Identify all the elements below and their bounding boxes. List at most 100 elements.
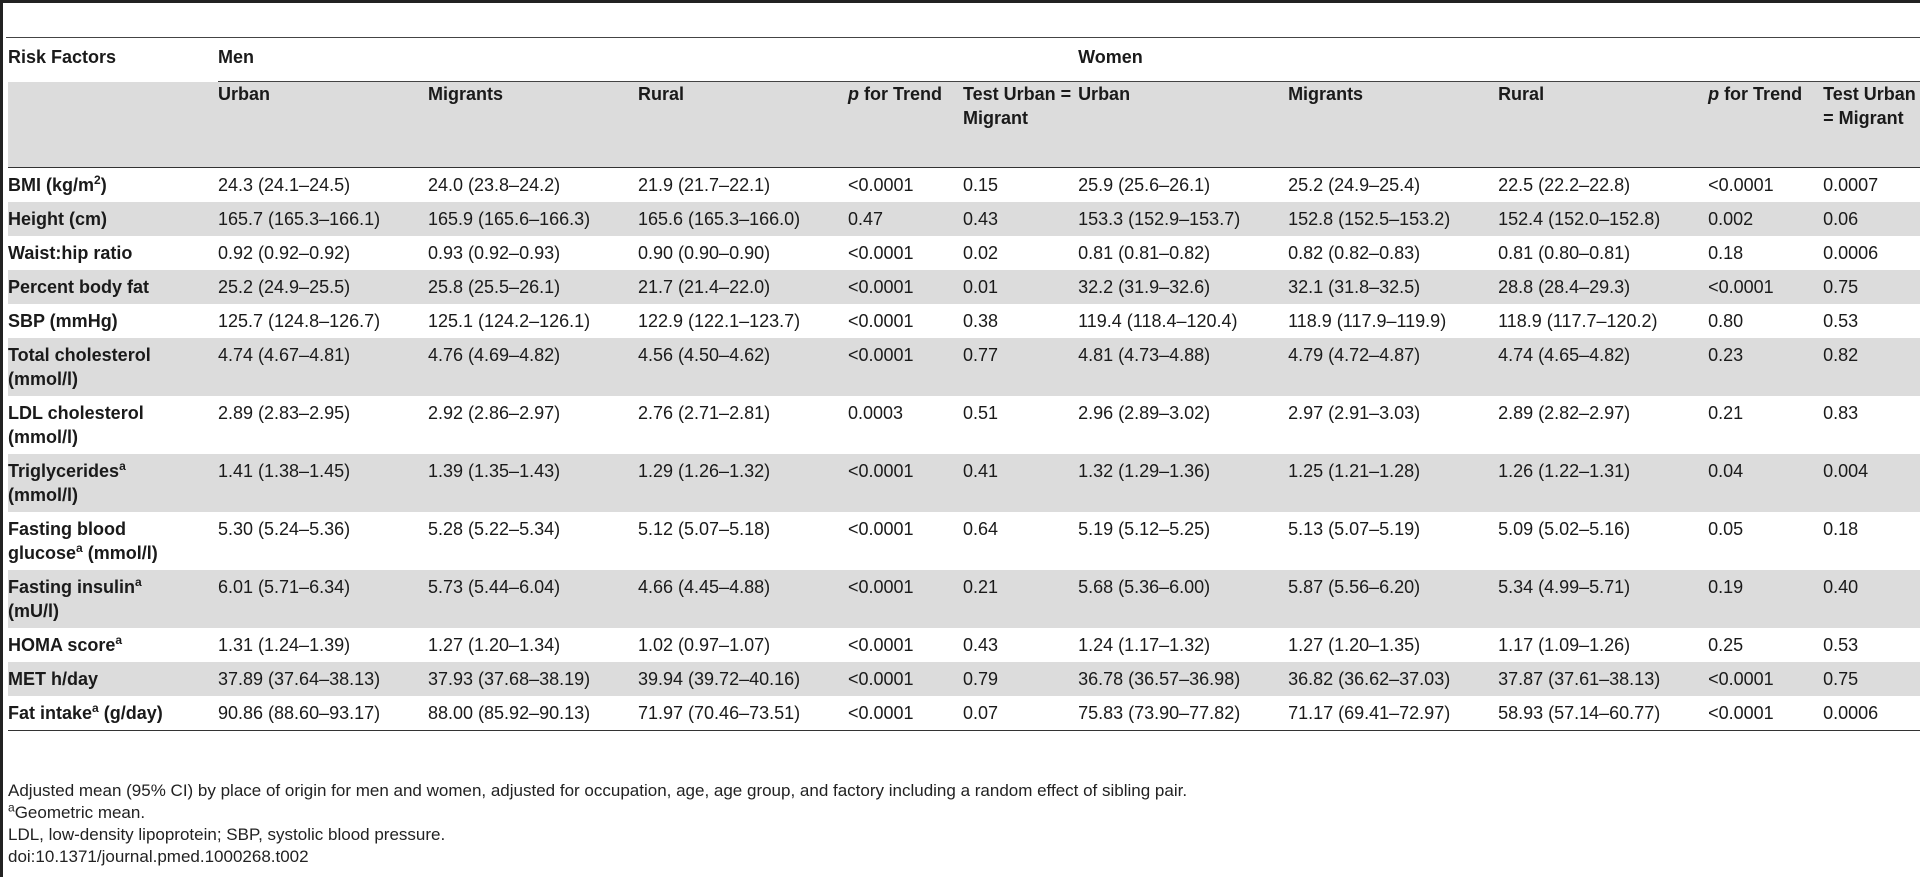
risk-factor-label: SBP (mmHg) [8, 304, 218, 338]
risk-factor-label: Fasting blood glucosea (mmol/l) [8, 512, 218, 570]
men-test-value: 0.15 [963, 175, 999, 195]
women-urban-value: 5.68 (5.36–6.00) [1078, 570, 1289, 628]
women-test-value: 0.0006 [1823, 243, 1879, 263]
women-test-value: 0.75 [1823, 662, 1920, 696]
table-row: SBP (mmHg) 125.7 (124.8–126.7) 125.1 (124.… [8, 304, 1920, 338]
risk-factor-name: BMI (kg/m [8, 175, 95, 195]
women-urban-value: 75.83 (73.90–77.82) [1078, 703, 1241, 723]
men-p-trend-value: 0.47 [848, 202, 963, 236]
men-test-value: 0.64 [963, 519, 999, 539]
women-p-trend-value: 0.23 [1708, 338, 1824, 396]
women-p-trend-value: <0.0001 [1708, 703, 1774, 723]
men-urban-value: 5.30 (5.24–5.36) [218, 519, 351, 539]
women-rural-value: 1.17 (1.09–1.26) [1498, 635, 1631, 655]
women-rural-value: 58.93 (57.14–60.77) [1498, 703, 1661, 723]
men-migrants-value: 5.73 (5.44–6.04) [428, 570, 638, 628]
table-footnotes: Adjusted mean (95% CI) by place of origi… [8, 780, 1908, 868]
risk-factor-label: HOMA scorea [8, 628, 218, 662]
risk-factor-label: Height (cm) [8, 202, 218, 236]
risk-factor-superscript: 2 [94, 173, 101, 187]
men-urban-value: 24.3 (24.1–24.5) [218, 175, 351, 195]
men-rural-value: 21.9 (21.7–22.1) [638, 175, 771, 195]
women-urban-value: 5.19 (5.12–5.25) [1078, 519, 1211, 539]
table-row: Triglyceridesa (mmol/l) 1.41 (1.38–1.45) 1.… [8, 454, 1920, 512]
p-trend-label: for Trend [1719, 84, 1803, 104]
women-p-trend-value: <0.0001 [1708, 270, 1824, 304]
footnote-geometric-mean: aGeometric mean. [8, 801, 1908, 824]
risk-factor-name: Percent body fat [8, 277, 150, 297]
women-rural-value: 28.8 (28.4–29.3) [1498, 270, 1709, 304]
men-p-trend-value: <0.0001 [848, 703, 914, 723]
men-migrants-value: 165.9 (165.6–166.3) [428, 202, 638, 236]
men-migrants-value: 4.76 (4.69–4.82) [428, 338, 638, 396]
men-rural-value: 1.29 (1.26–1.32) [638, 454, 848, 512]
men-test-value: 0.43 [963, 635, 999, 655]
women-migrants-value: 0.82 (0.82–0.83) [1288, 243, 1421, 263]
women-rural-value: 2.89 (2.82–2.97) [1498, 403, 1631, 423]
women-migrants-value: 36.82 (36.62–37.03) [1288, 662, 1499, 696]
women-test-value: 0.06 [1823, 202, 1920, 236]
men-urban-value: 125.7 (124.8–126.7) [218, 311, 381, 331]
women-test-value: 0.004 [1823, 454, 1920, 512]
women-urban-value: 1.32 (1.29–1.36) [1078, 454, 1289, 512]
men-rural-value: 21.7 (21.4–22.0) [638, 270, 848, 304]
men-p-trend-value: <0.0001 [848, 454, 963, 512]
risk-factor-superscript: a [76, 541, 83, 555]
women-p-trend-value: 0.25 [1708, 635, 1744, 655]
col-women-test: Test Urban = Migrant [1823, 81, 1920, 168]
risk-factor-unit: (mmol/l) [82, 543, 158, 563]
women-rural-value: 5.09 (5.02–5.16) [1498, 519, 1631, 539]
men-p-trend-value: <0.0001 [848, 243, 914, 263]
women-test-value: 0.0007 [1823, 175, 1879, 195]
table-row: Waist:hip ratio 0.92 (0.92–0.92) 0.93 (0.9… [8, 236, 1920, 270]
risk-factor-label: Fat intakea (g/day) [8, 696, 218, 731]
men-urban-value: 1.41 (1.38–1.45) [218, 454, 428, 512]
men-p-trend-value: <0.0001 [848, 570, 963, 628]
risk-factor-superscript: a [115, 633, 123, 647]
men-rural-value: 39.94 (39.72–40.16) [638, 662, 848, 696]
risk-factor-unit: ) [100, 175, 107, 195]
men-p-trend-value: <0.0001 [848, 270, 963, 304]
women-p-trend-value: 0.04 [1708, 454, 1824, 512]
men-rural-value: 165.6 (165.3–166.0) [638, 202, 848, 236]
men-test-value: 0.77 [963, 338, 1079, 396]
risk-factor-name: HOMA score [8, 635, 116, 655]
table-row: Height (cm) 165.7 (165.3–166.1) 165.9 (165… [8, 202, 1920, 236]
women-p-trend-value: 0.05 [1708, 519, 1744, 539]
women-urban-value: 4.81 (4.73–4.88) [1078, 338, 1289, 396]
risk-factor-label: Triglyceridesa (mmol/l) [8, 454, 218, 512]
risk-factor-name: MET h/day [8, 669, 99, 689]
women-test-value: 0.0006 [1823, 703, 1879, 723]
risk-factor-name-cont: glucose [8, 543, 77, 563]
frame-left-border [0, 0, 3, 877]
men-migrants-value: 88.00 (85.92–90.13) [428, 703, 591, 723]
women-p-trend-value: 0.80 [1708, 311, 1744, 331]
men-p-trend-value: <0.0001 [848, 635, 914, 655]
men-p-trend-value: <0.0001 [848, 519, 914, 539]
men-urban-value: 6.01 (5.71–6.34) [218, 570, 428, 628]
men-rural-value: 122.9 (122.1–123.7) [638, 311, 801, 331]
table-row: Fasting insulina (mU/l) 6.01 (5.71–6.34) 5.… [8, 570, 1920, 628]
men-test-value: 0.21 [963, 570, 1079, 628]
col-men-p-trend: p for Trend [848, 81, 963, 168]
col-women-p-trend: p for Trend [1708, 81, 1824, 168]
p-italic: p [848, 84, 859, 104]
women-migrants-value: 25.2 (24.9–25.4) [1288, 175, 1421, 195]
men-rural-value: 4.56 (4.50–4.62) [638, 338, 848, 396]
men-urban-value: 4.74 (4.67–4.81) [218, 338, 428, 396]
risk-factor-label: Fasting insulina (mU/l) [8, 570, 218, 628]
men-p-trend-value: <0.0001 [848, 311, 914, 331]
women-migrants-value: 1.27 (1.20–1.35) [1288, 635, 1421, 655]
women-urban-value: 153.3 (152.9–153.7) [1078, 202, 1289, 236]
women-rural-value: 0.81 (0.80–0.81) [1498, 243, 1631, 263]
women-migrants-value: 71.17 (69.41–72.97) [1288, 703, 1451, 723]
footnote-adjusted-mean: Adjusted mean (95% CI) by place of origi… [8, 781, 1188, 800]
men-p-trend-value: <0.0001 [848, 662, 963, 696]
risk-factor-superscript: a [92, 701, 99, 715]
risk-factor-superscript: a [119, 459, 126, 473]
women-urban-value: 25.9 (25.6–26.1) [1078, 175, 1211, 195]
risk-factor-name: Fasting insulin [8, 577, 136, 597]
men-rural-value: 2.76 (2.71–2.81) [638, 403, 771, 423]
men-test-value: 0.79 [963, 662, 1079, 696]
risk-factor-unit: (mmol/l) [8, 427, 78, 447]
